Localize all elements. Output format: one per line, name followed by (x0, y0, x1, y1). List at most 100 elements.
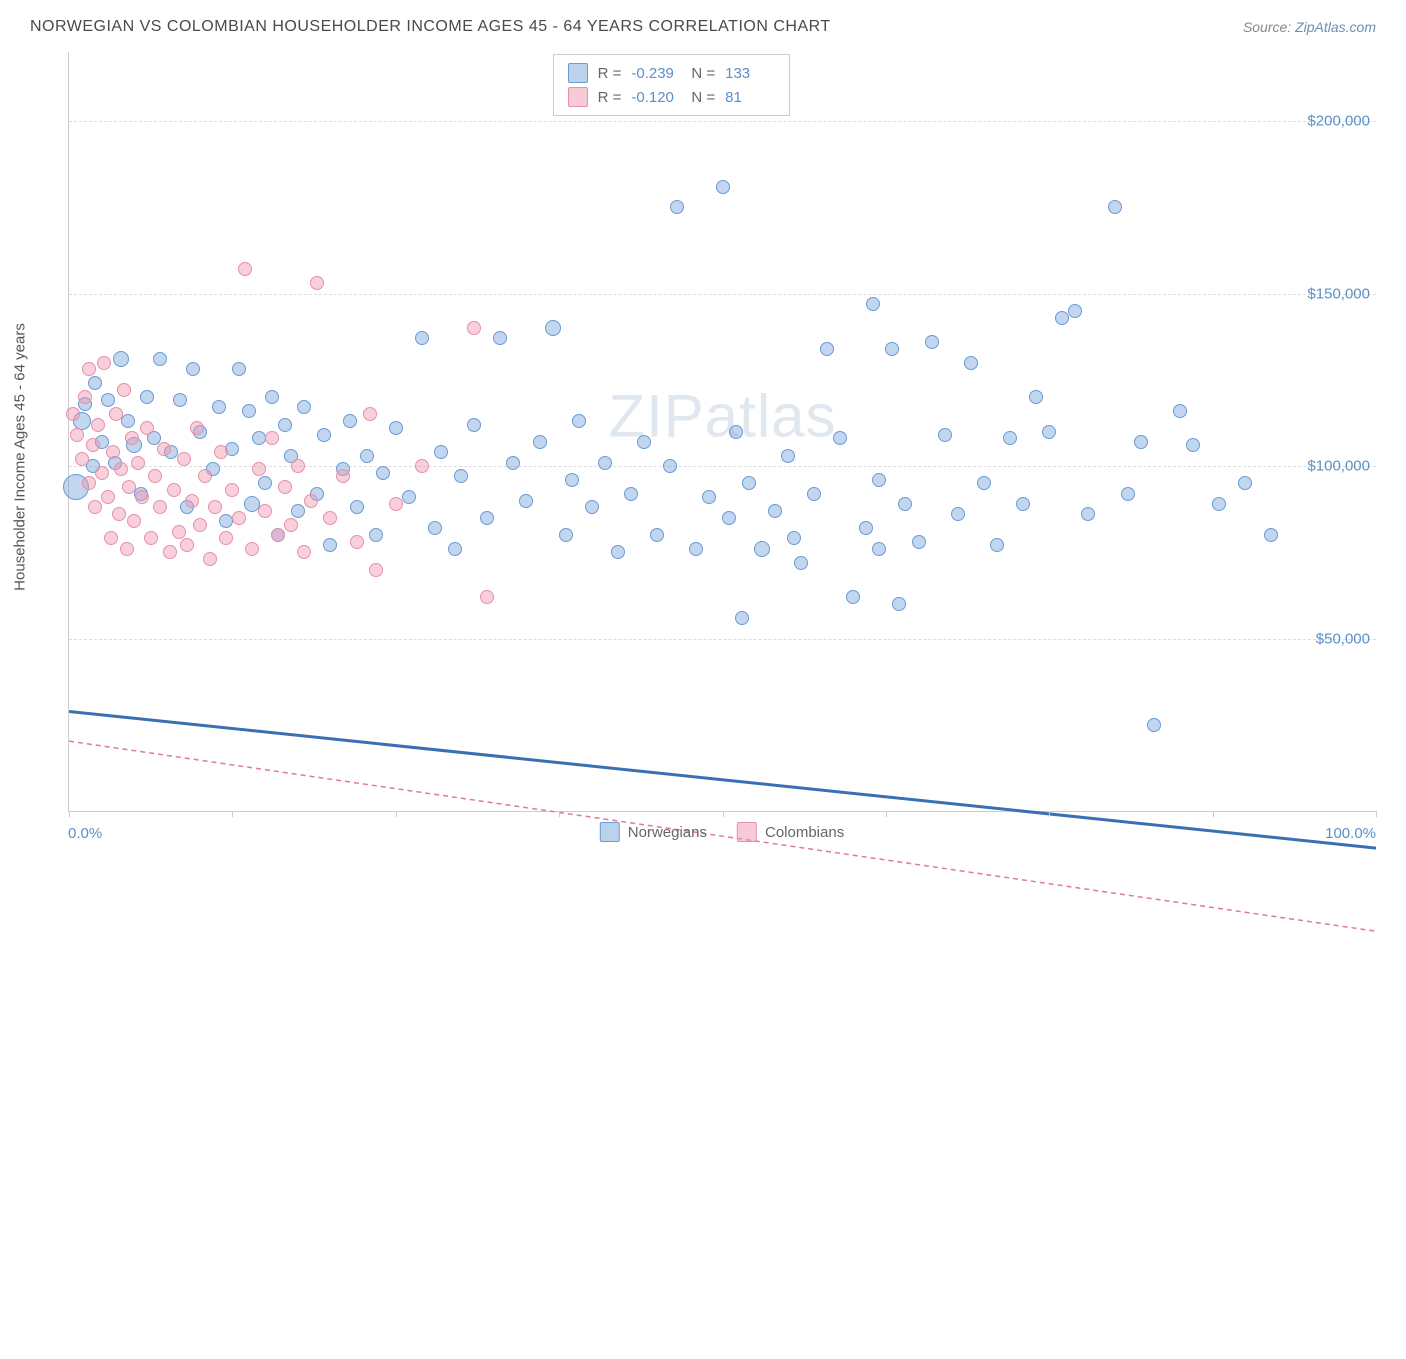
scatter-point (323, 538, 337, 552)
source-link[interactable]: ZipAtlas.com (1295, 19, 1376, 35)
scatter-point (225, 442, 239, 456)
x-tick-mark (1376, 811, 1377, 817)
scatter-point (258, 476, 272, 490)
chart-title: NORWEGIAN VS COLOMBIAN HOUSEHOLDER INCOM… (30, 18, 831, 36)
scatter-point (1173, 404, 1187, 418)
scatter-point (559, 528, 573, 542)
scatter-point (140, 421, 154, 435)
scatter-point (278, 480, 292, 494)
scatter-point (833, 431, 847, 445)
legend-label-colombians: Colombians (765, 824, 844, 841)
r-label: R = (598, 89, 622, 106)
scatter-point (186, 362, 200, 376)
scatter-point (122, 480, 136, 494)
scatter-point (670, 200, 684, 214)
scatter-point (611, 545, 625, 559)
scatter-point (278, 418, 292, 432)
scatter-point (212, 400, 226, 414)
scatter-point (97, 356, 111, 370)
scatter-point (242, 404, 256, 418)
scatter-point (127, 514, 141, 528)
scatter-point (121, 414, 135, 428)
y-tick-label: $50,000 (1316, 630, 1370, 647)
scatter-point (735, 611, 749, 625)
scatter-point (106, 445, 120, 459)
scatter-point (193, 518, 207, 532)
scatter-point (86, 438, 100, 452)
scatter-point (185, 494, 199, 508)
legend-item-colombians: Colombians (737, 822, 844, 842)
scatter-point (1108, 200, 1122, 214)
x-tick-mark (69, 811, 70, 817)
scatter-point (866, 297, 880, 311)
scatter-point (163, 545, 177, 559)
stats-row-norwegians: R = -0.239 N = 133 (568, 61, 776, 85)
r-label: R = (598, 65, 622, 82)
y-tick-label: $100,000 (1307, 458, 1370, 475)
scatter-point (360, 449, 374, 463)
scatter-point (448, 542, 462, 556)
n-value-norwegians: 133 (725, 65, 775, 82)
scatter-point (787, 531, 801, 545)
scatter-point (585, 500, 599, 514)
chart-container: Householder Income Ages 45 - 64 years ZI… (30, 52, 1376, 862)
scatter-point (794, 556, 808, 570)
n-label: N = (691, 65, 715, 82)
y-tick-label: $200,000 (1307, 113, 1370, 130)
scatter-point (225, 483, 239, 497)
scatter-point (1003, 431, 1017, 445)
plot-area: ZIPatlas R = -0.239 N = 133 R = -0.120 N… (68, 52, 1376, 812)
scatter-point (716, 180, 730, 194)
scatter-point (101, 393, 115, 407)
scatter-point (75, 452, 89, 466)
scatter-point (369, 563, 383, 577)
scatter-point (173, 393, 187, 407)
scatter-point (663, 459, 677, 473)
scatter-point (265, 390, 279, 404)
scatter-point (572, 414, 586, 428)
scatter-point (846, 590, 860, 604)
n-label: N = (691, 89, 715, 106)
scatter-point (480, 511, 494, 525)
scatter-point (389, 421, 403, 435)
n-value-colombians: 81 (725, 89, 775, 106)
legend-swatch-colombians (737, 822, 757, 842)
scatter-point (912, 535, 926, 549)
source-attribution: Source: ZipAtlas.com (1243, 19, 1376, 35)
scatter-point (1147, 718, 1161, 732)
scatter-point (820, 342, 834, 356)
scatter-point (598, 456, 612, 470)
scatter-point (768, 504, 782, 518)
scatter-point (467, 418, 481, 432)
scatter-point (938, 428, 952, 442)
scatter-point (892, 597, 906, 611)
scatter-point (135, 490, 149, 504)
x-tick-mark (886, 811, 887, 817)
scatter-point (1042, 425, 1056, 439)
scatter-point (70, 428, 84, 442)
scatter-point (157, 442, 171, 456)
gridline-h (69, 294, 1376, 295)
scatter-point (1055, 311, 1069, 325)
scatter-point (977, 476, 991, 490)
scatter-point (131, 456, 145, 470)
scatter-point (125, 431, 139, 445)
scatter-point (722, 511, 736, 525)
x-tick-mark (1213, 811, 1214, 817)
scatter-point (480, 590, 494, 604)
scatter-point (219, 531, 233, 545)
scatter-point (872, 542, 886, 556)
scatter-point (252, 431, 266, 445)
scatter-point (265, 431, 279, 445)
scatter-point (415, 459, 429, 473)
x-tick-mark (559, 811, 560, 817)
scatter-point (343, 414, 357, 428)
scatter-point (144, 531, 158, 545)
scatter-point (317, 428, 331, 442)
legend-label-norwegians: Norwegians (628, 824, 707, 841)
scatter-point (467, 321, 481, 335)
scatter-point (297, 400, 311, 414)
scatter-point (214, 445, 228, 459)
scatter-point (624, 487, 638, 501)
scatter-point (113, 351, 129, 367)
